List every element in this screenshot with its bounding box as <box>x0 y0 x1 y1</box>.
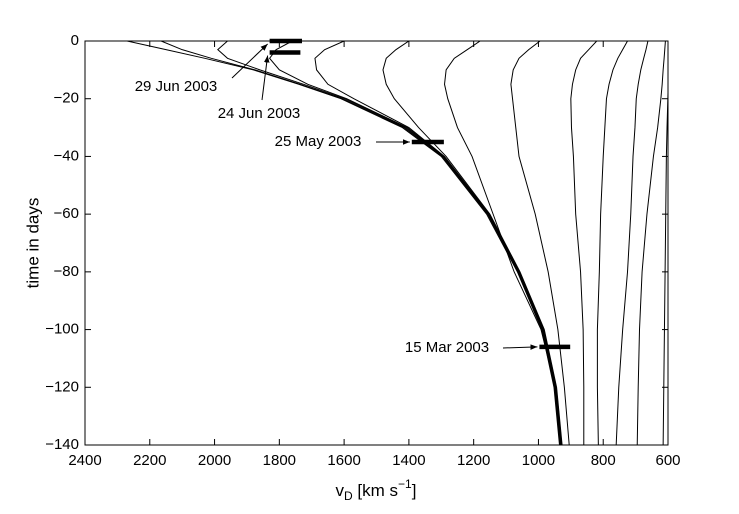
y-tick-label: −100 <box>45 321 79 338</box>
annotation-arrow <box>261 55 270 101</box>
x-label-part: v <box>336 481 345 500</box>
curve <box>662 92 668 445</box>
y-tick-label: 0 <box>71 32 79 49</box>
x-tick-label: 1200 <box>457 452 490 469</box>
y-tick-label: −20 <box>54 90 79 107</box>
curve <box>217 41 562 445</box>
curve <box>510 41 570 445</box>
x-tick-label: 1000 <box>522 452 555 469</box>
annotation: 24 Jun 2003 <box>218 105 301 122</box>
plot-frame <box>84 40 669 446</box>
x-tick-label: 2200 <box>133 452 166 469</box>
curve <box>127 41 560 445</box>
y-tick-label: −40 <box>54 147 79 164</box>
x-tick-label: 1400 <box>392 452 425 469</box>
annotation: 15 Mar 2003 <box>405 339 489 356</box>
y-axis-label: time in days <box>23 198 42 289</box>
x-label-part: [km s <box>353 481 398 500</box>
annotation-arrow <box>502 344 538 350</box>
curve <box>382 41 563 445</box>
x-tick-label: 600 <box>655 452 680 469</box>
x-tick-label: 2400 <box>68 452 101 469</box>
curve <box>160 41 561 445</box>
x-label-part: ] <box>412 481 417 500</box>
x-label-sub: D <box>344 489 353 503</box>
annotation-arrow <box>231 43 268 79</box>
x-axis-label: vD [km s−1] <box>336 477 417 503</box>
x-tick-label: 1600 <box>327 452 360 469</box>
y-tick-label: −140 <box>45 436 79 453</box>
curve <box>444 41 562 445</box>
x-label-sup: −1 <box>398 477 412 491</box>
y-tick-label: −120 <box>45 378 79 395</box>
curve <box>636 41 666 445</box>
y-tick-label: −80 <box>54 263 79 280</box>
x-tick-label: 1800 <box>263 452 296 469</box>
annotation: 29 Jun 2003 <box>135 78 218 95</box>
x-tick-label: 2000 <box>198 452 231 469</box>
y-tick-label: −60 <box>54 205 79 222</box>
curve <box>596 41 628 445</box>
curve <box>570 41 598 445</box>
curve <box>615 41 649 445</box>
x-tick-label: 800 <box>591 452 616 469</box>
annotation: 25 May 2003 <box>275 133 362 150</box>
